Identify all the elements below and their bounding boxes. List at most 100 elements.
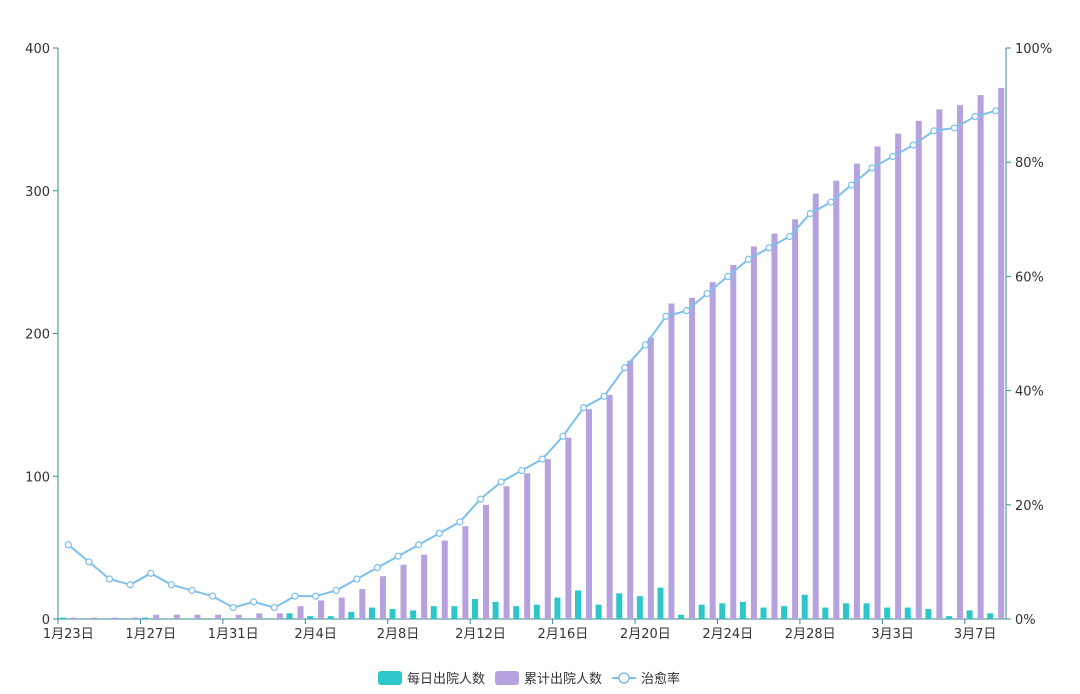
bar-daily [451,606,458,619]
x-axis-tick-label: 2月4日 [294,627,337,642]
bar-cumulative [895,133,902,619]
cure-rate-point [147,569,155,577]
bar-cumulative [482,504,489,619]
bar-cumulative [70,617,77,619]
bar-cumulative [338,597,345,619]
left-axis-tick-label: 200 [25,328,50,343]
right-axis-tick-label: 80% [1015,156,1044,171]
x-axis-tick-label: 2月24日 [702,627,753,642]
bar-cumulative [173,614,180,619]
cure-rate-point [847,181,856,189]
legend-point-swatch [618,672,630,684]
cure-rate-point [889,152,897,161]
cure-rate-point [518,466,526,475]
cure-rate-point [827,198,835,206]
bar-daily [966,610,973,619]
bar-daily [822,607,829,619]
bar-daily [513,606,520,619]
bar-cumulative [647,337,654,619]
bar-cumulative [853,163,860,619]
bar-cumulative [132,617,139,619]
bar-cumulative [750,246,757,620]
bar-daily [59,617,66,619]
bar-daily [739,601,746,619]
legend-item[interactable]: 累计出院人数 [495,671,602,687]
bar-daily [471,599,478,619]
cure-rate-point [270,603,278,612]
bar-daily [575,590,582,619]
legend-item[interactable]: 治愈率 [612,671,680,687]
x-axis-tick-label: 2月8日 [377,627,420,642]
left-axis-tick-label: 0 [42,613,50,628]
bar-daily [430,606,437,619]
bar-cumulative [792,219,799,620]
cure-rate-point [188,586,196,595]
cure-rate-point [930,127,938,135]
bar-cumulative [812,193,819,620]
bar-cumulative [215,614,222,619]
bar-daily [286,613,293,619]
bar-daily [719,603,726,619]
cure-rate-point [105,575,114,583]
cure-rate-point [476,495,485,503]
x-axis-tick-label: 2月12日 [455,627,506,642]
legend-swatch [495,671,519,685]
cure-rate-point [208,592,217,600]
bar-cumulative [379,576,386,619]
left-axis-tick-label: 100 [25,470,50,485]
bar-cumulative [544,459,551,619]
cure-rate-point [765,244,773,252]
x-axis-tick-label: 1月23日 [43,627,94,642]
legend-item[interactable]: 每日出院人数 [378,671,485,687]
x-axis-tick-label: 3月3日 [871,627,914,642]
cure-rate-point [415,541,423,549]
bar-cumulative [400,564,407,619]
bar-daily [636,596,643,619]
cure-rate-point [394,552,402,560]
bar-cumulative [318,600,325,619]
bar-cumulative [503,486,510,619]
bar-daily [616,593,623,619]
cure-rate-point [786,232,794,241]
bar-daily [781,606,788,619]
bar-cumulative [977,95,984,620]
cure-rate-point [703,289,711,298]
x-axis-tick-label: 2月28日 [785,627,836,642]
right-axis-tick-label: 60% [1015,270,1044,285]
cure-rate-point [579,404,588,412]
bar-cumulative [956,105,963,620]
bar-cumulative [915,120,922,620]
bar-daily [678,614,685,619]
bar-cumulative [627,360,634,619]
bar-cumulative [524,473,531,619]
bar-daily [842,603,849,619]
bar-cumulative [565,437,572,619]
cure-rate-point [229,603,237,612]
cure-rate-point [971,112,979,121]
cure-rate-point [312,592,320,600]
bar-cumulative [998,87,1005,620]
bar-cumulative [421,554,428,619]
bar-cumulative [112,617,119,619]
cure-rate-point [456,518,464,526]
bar-cumulative [936,109,943,619]
bar-cumulative [709,282,716,619]
bar-cumulative [194,614,201,619]
bar-cumulative [441,540,448,619]
x-axis-tick-label: 1月31日 [208,627,259,642]
x-axis-tick-label: 1月27日 [125,627,176,642]
bar-daily [410,610,417,619]
right-axis-tick-label: 20% [1015,499,1044,514]
bar-cumulative [606,394,613,619]
bar-cumulative [833,180,840,619]
cure-rate-point [992,107,1000,115]
x-axis-tick-label: 2月16日 [537,627,588,642]
bar-cumulative [668,303,675,619]
bar-cumulative [153,614,160,619]
right-axis-tick-label: 100% [1015,42,1052,57]
bar-daily [368,607,375,619]
bar-daily [987,613,994,619]
cure-rate-point [559,432,567,440]
cure-rate-point [909,141,917,149]
